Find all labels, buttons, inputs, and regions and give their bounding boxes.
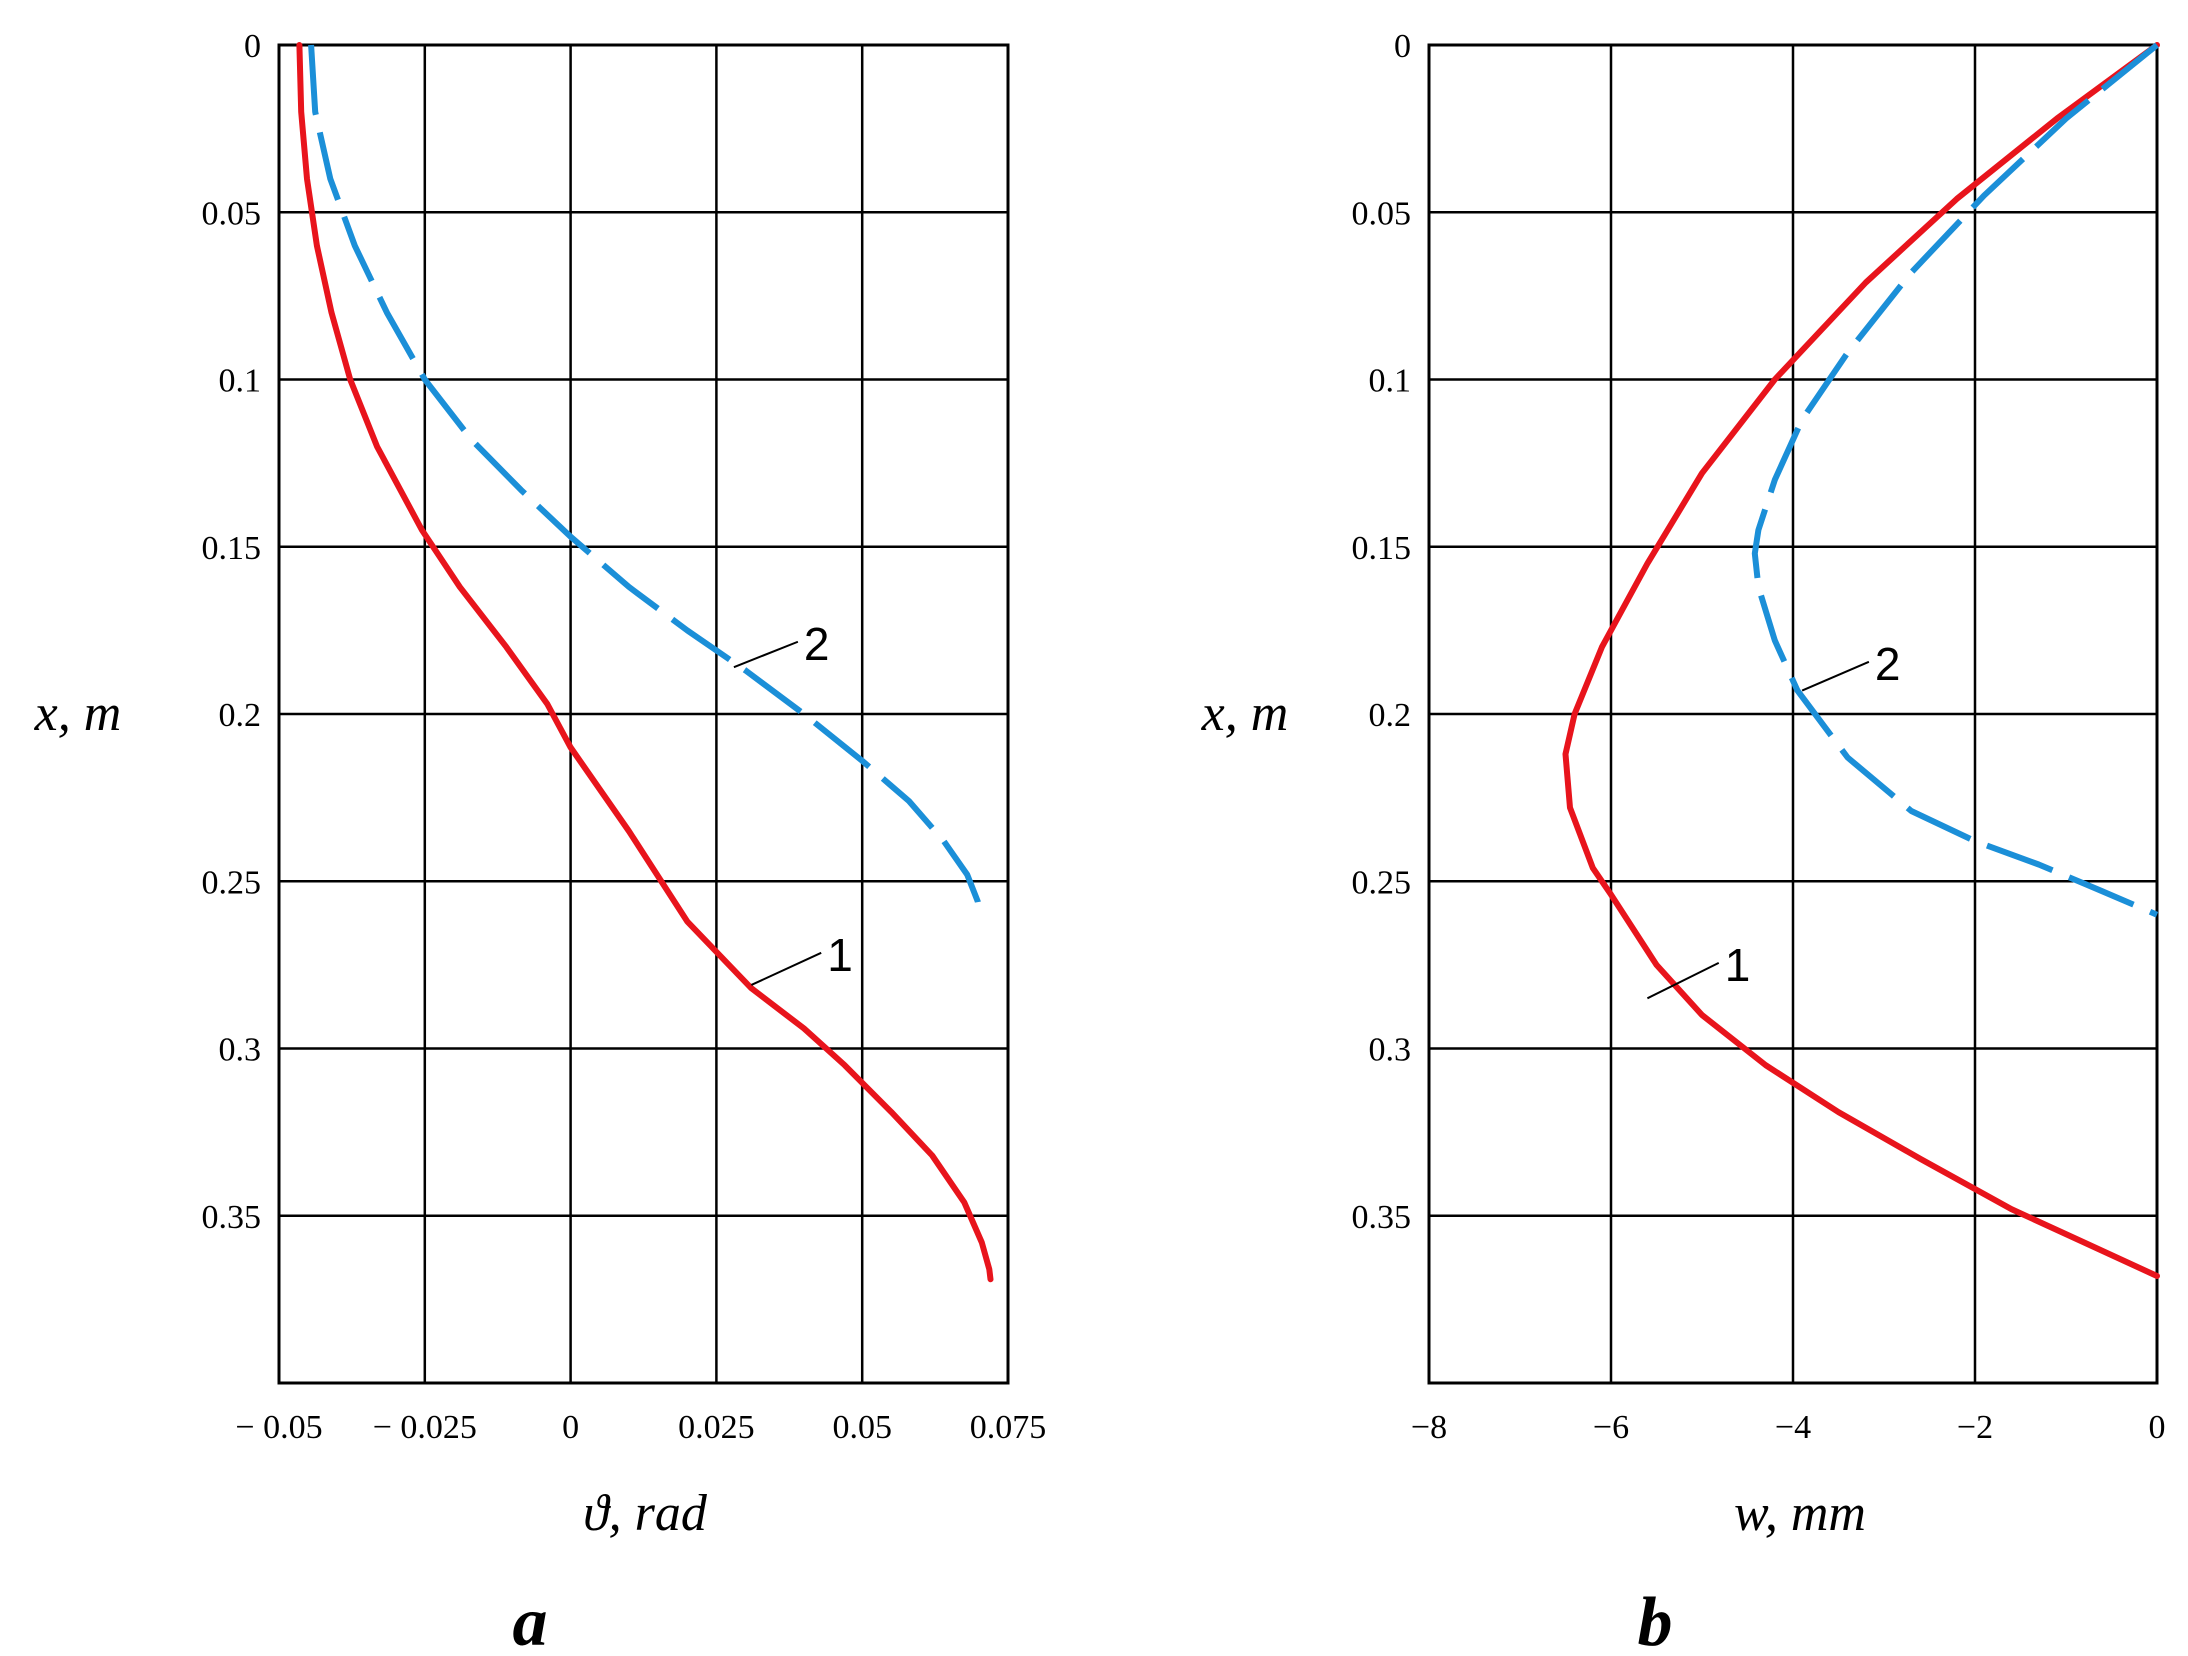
- y-tick-label: 0.05: [1352, 195, 1412, 232]
- series-1-label: 1: [827, 929, 853, 981]
- y-tick-label: 0.35: [1352, 1199, 1412, 1236]
- y-tick-label: 0.35: [202, 1199, 262, 1236]
- y-tick-label: 0.3: [219, 1032, 262, 1069]
- y-tick-label: 0.15: [1352, 530, 1412, 567]
- y-tick-label: 0.1: [219, 363, 262, 400]
- y-tick-label: 0.2: [219, 697, 262, 734]
- y-tick-label: 0.1: [1369, 363, 1412, 400]
- x-tick-label: 0: [562, 1409, 579, 1446]
- series-2-line: [308, 44, 983, 916]
- series-2-line: [1751, 42, 2159, 918]
- x-tick-label: −6: [1593, 1409, 1629, 1446]
- x-tick-label: 0.025: [678, 1409, 755, 1446]
- panel-label: b: [1638, 1584, 1673, 1656]
- x-tick-label: − 0.025: [373, 1409, 477, 1446]
- x-tick-label: 0.075: [970, 1409, 1047, 1446]
- x-tick-label: 0: [2149, 1409, 2166, 1446]
- series-2-label: 2: [804, 618, 830, 670]
- x-tick-label: 0.05: [832, 1409, 892, 1446]
- series-1-leader: [750, 951, 822, 986]
- y-tick-label: 0.25: [1352, 864, 1412, 901]
- series-1-line: [296, 42, 994, 1283]
- series-1-line: [1562, 42, 2160, 1279]
- x-axis-title: w, mm: [1734, 1485, 1866, 1542]
- y-tick-label: 0.3: [1369, 1032, 1412, 1069]
- y-tick-label: 0.05: [202, 195, 262, 232]
- chart-panel-b: −8 −6 −4 −2 0 0 0.05 0.1 0.15 0.2 0.25 0.3 0.35 1 2 x, …: [1201, 28, 2166, 1656]
- plot-frame: [1427, 43, 2159, 1385]
- panel-label: a: [513, 1584, 548, 1656]
- y-tick-label: 0: [1394, 28, 1411, 65]
- y-tick-label: 0.15: [202, 530, 262, 567]
- series-2-leader: [1801, 660, 1870, 692]
- x-tick-label: −8: [1411, 1409, 1447, 1446]
- series-2-leader: [733, 640, 799, 669]
- y-tick-label: 0.25: [202, 864, 262, 901]
- series-1-label: 1: [1725, 939, 1751, 991]
- chart-panel-a: − 0.05 − 0.025 0 0.025 0.05 0.075 0 0.05 0.1 0.15…: [34, 28, 1047, 1656]
- y-axis-title: x, m: [1201, 685, 1289, 742]
- plot-frame: [277, 43, 1010, 1385]
- x-tick-label: − 0.05: [235, 1409, 322, 1446]
- x-axis-title: ϑ, rad: [583, 1485, 708, 1542]
- y-tick-label: 0.2: [1369, 697, 1412, 734]
- y-tick-label: 0: [244, 28, 261, 65]
- series-2-label: 2: [1875, 638, 1901, 690]
- series-1-leader: [1646, 961, 1720, 1000]
- x-tick-label: −4: [1775, 1409, 1811, 1446]
- y-axis-title: x, m: [34, 685, 122, 742]
- x-tick-label: −2: [1957, 1409, 1993, 1446]
